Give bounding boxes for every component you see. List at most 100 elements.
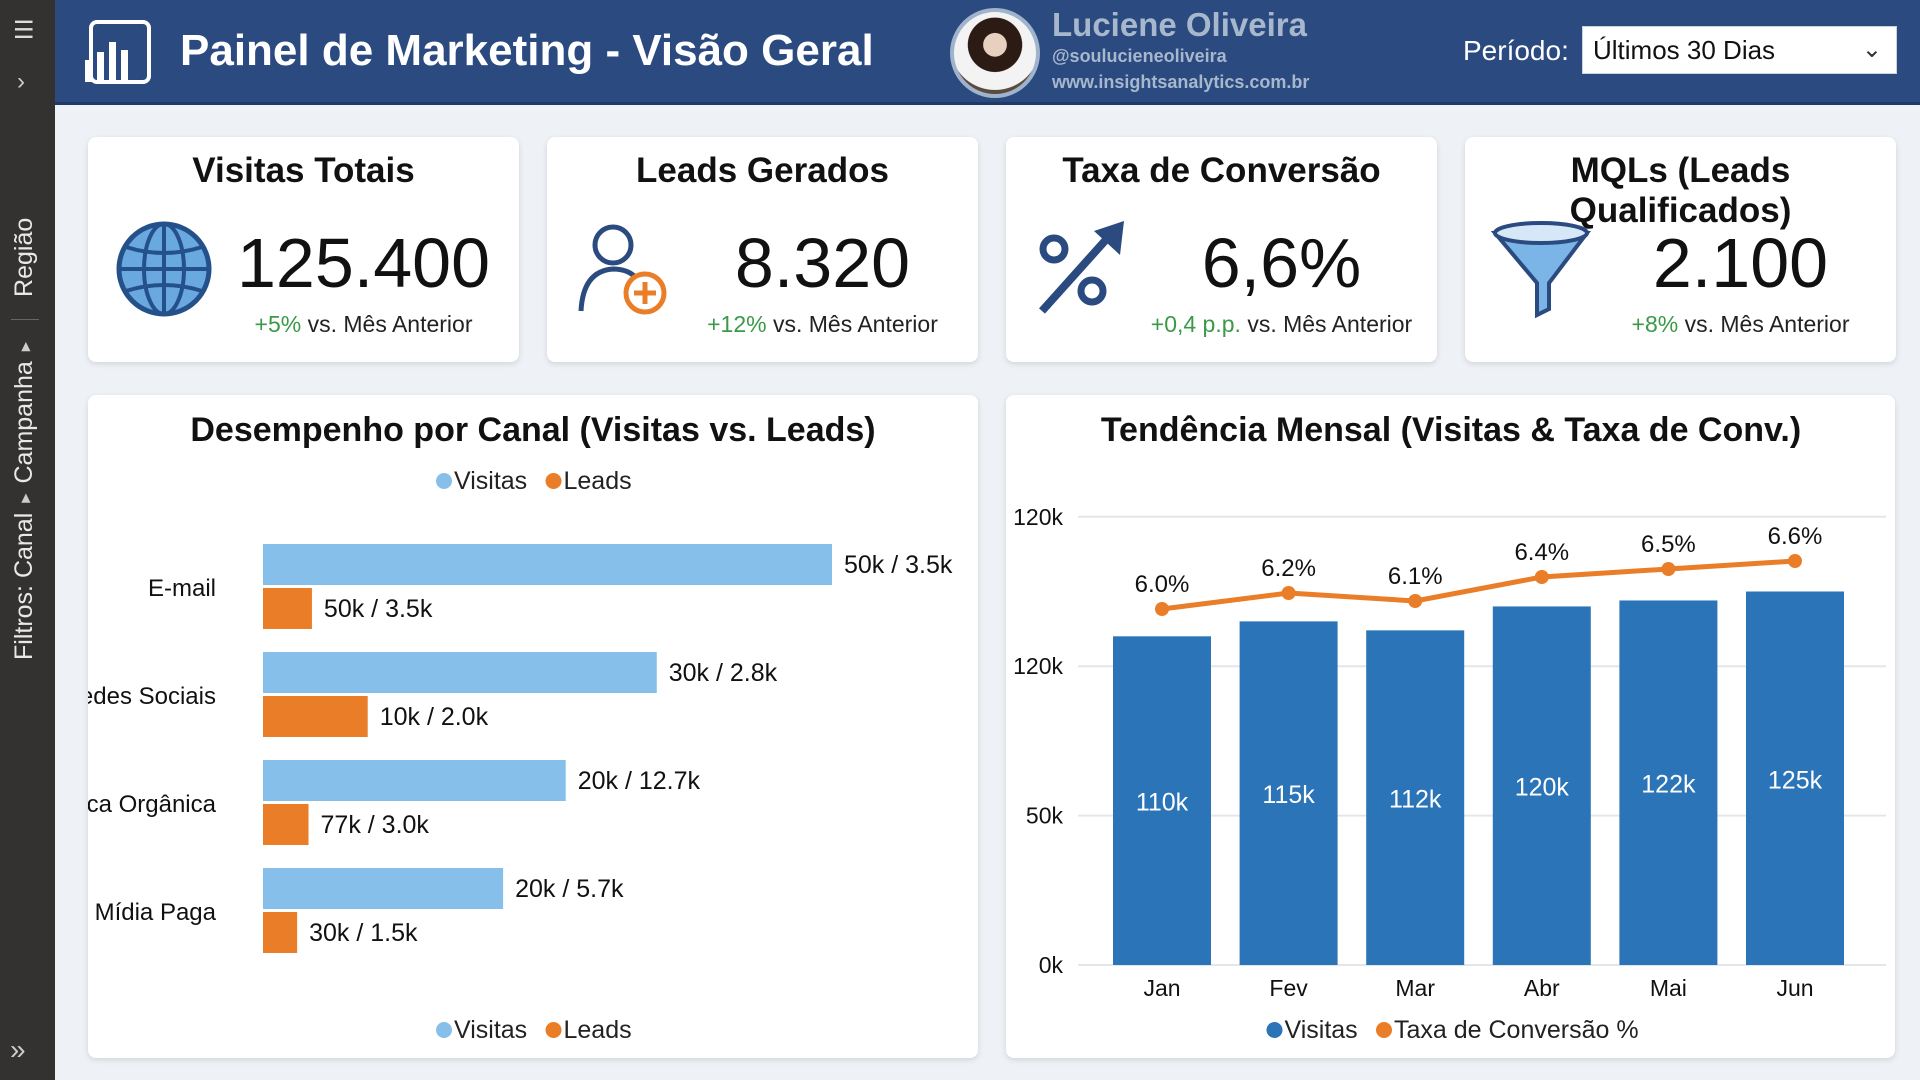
kpi-delta: +0,4 p.p. vs. Mês Anterior xyxy=(1126,311,1437,338)
period-value: Últimos 30 Dias xyxy=(1593,34,1776,65)
bar-value-label: 120k xyxy=(1515,774,1570,802)
bar-label: 77k / 3.0k xyxy=(321,811,430,839)
bar-visitas xyxy=(1113,636,1211,965)
bar-visitas xyxy=(263,760,566,801)
user-name: Luciene Oliveira xyxy=(1052,6,1307,43)
bar-leads xyxy=(263,912,298,953)
caret-icon[interactable]: ▶ xyxy=(17,493,32,503)
kpi-delta: +12% vs. Mês Anterior xyxy=(667,311,978,338)
funnel-icon xyxy=(1491,221,1591,319)
bar-label: 30k / 2.8k xyxy=(669,659,778,687)
bar-value-label: 110k xyxy=(1136,789,1189,817)
legend-marker xyxy=(545,473,562,489)
bar-label: 20k / 12.7k xyxy=(578,767,701,795)
bar-visitas xyxy=(1619,600,1718,965)
delta-value: +12% xyxy=(707,311,767,337)
conversion-label: 6.6% xyxy=(1768,523,1823,550)
conversion-label: 6.0% xyxy=(1135,571,1190,598)
legend-label: Visitas xyxy=(454,467,527,495)
bar-label: 50k / 3.5k xyxy=(324,595,433,623)
bar-leads xyxy=(263,588,312,629)
legend-marker xyxy=(1266,1022,1283,1038)
chart-title: Tendência Mensal (Visitas & Taxa de Conv… xyxy=(1101,411,1801,449)
bar-value-label: 115k xyxy=(1262,781,1315,809)
bar-value-label: 125k xyxy=(1768,766,1823,794)
kpi-value: 6,6% xyxy=(1201,224,1362,302)
kpi-card-conversao: Taxa de Conversão 6,6% +0,4 p.p. vs. Mês… xyxy=(1006,137,1437,362)
x-tick-label: Jun xyxy=(1776,975,1813,1001)
delta-suffix: vs. Mês Anterior xyxy=(301,311,473,337)
kpi-card-mqls: MQLs (Leads Qualificados) 2.100 +8% vs. … xyxy=(1465,137,1896,362)
kpi-delta: +5% vs. Mês Anterior xyxy=(208,311,519,338)
bar-visitas xyxy=(1366,630,1465,965)
kpi-delta: +8% vs. Mês Anterior xyxy=(1585,311,1896,338)
bar-label: 50k / 3.5k xyxy=(844,551,953,579)
legend-marker xyxy=(436,473,452,489)
page-title: Painel de Marketing - Visão Geral xyxy=(180,26,874,75)
period-select[interactable]: Últimos 30 Dias ⌄ xyxy=(1582,26,1897,74)
chevron-right-icon[interactable]: › xyxy=(17,68,25,95)
category-label: Redes Sociais xyxy=(88,683,216,710)
conversion-line xyxy=(1161,558,1796,612)
category-label: E-mail xyxy=(148,575,216,602)
globe-icon xyxy=(116,221,212,317)
bar-visitas xyxy=(263,544,832,585)
bar-leads xyxy=(263,804,309,845)
kpi-card-visitas: Visitas Totais 125.400 +5% vs. Mês Anter… xyxy=(88,137,519,362)
filter-canal[interactable]: Filtros: Canal xyxy=(10,512,38,660)
caret-icon[interactable]: ▶ xyxy=(17,341,32,352)
bar-value-label: 112k xyxy=(1389,786,1442,814)
delta-value: +0,4 p.p. xyxy=(1150,311,1241,337)
header: Painel de Marketing - Visão Geral Lucien… xyxy=(55,0,1920,105)
category-label: Busca Orgânica xyxy=(88,791,217,818)
kpi-value: 2.100 xyxy=(1652,224,1829,302)
conversion-point xyxy=(1408,594,1423,608)
delta-value: +5% xyxy=(254,311,302,337)
bar-value-label: 122k xyxy=(1641,771,1696,799)
conversion-point xyxy=(1788,554,1802,568)
x-tick-label: Jan xyxy=(1143,975,1180,1001)
y-tick-label: 120k xyxy=(1013,653,1063,679)
channel-performance-panel: Desempenho por Canal (Visitas vs. Leads)… xyxy=(88,395,978,1058)
double-chevron-right-icon[interactable]: » xyxy=(10,1034,26,1065)
delta-value: +8% xyxy=(1631,311,1679,337)
divider xyxy=(10,318,39,320)
legend-marker xyxy=(1376,1022,1392,1038)
x-tick-label: Mar xyxy=(1395,975,1435,1001)
delta-suffix: vs. Mês Anterior xyxy=(1240,311,1413,337)
category-label: Mídia Paga xyxy=(95,899,217,926)
y-tick-label: 50k xyxy=(1026,803,1064,829)
kpi-card-leads: Leads Gerados 8.320 +12% vs. Mês Anterio… xyxy=(547,137,978,362)
chevron-down-icon: ⌄ xyxy=(1861,36,1882,63)
kpi-title: Taxa de Conversão xyxy=(1062,151,1381,190)
x-tick-label: Fev xyxy=(1269,975,1308,1001)
filter-sidebar: ☰ › Filtros: Canal ▶ Campanha ▶ Região » xyxy=(0,0,55,1080)
kpi-value: 8.320 xyxy=(734,224,911,302)
y-tick-label: 120k xyxy=(1013,504,1063,530)
legend-label: Visitas xyxy=(1285,1016,1358,1044)
bar-chart-logo-icon xyxy=(85,20,151,84)
chart-title: Desempenho por Canal (Visitas vs. Leads) xyxy=(190,411,875,449)
add-user-icon xyxy=(578,224,667,315)
legend-label: Leads xyxy=(564,1016,632,1044)
conversion-point xyxy=(1155,602,1169,616)
filters-bar: Filtros: Canal ▶ Campanha ▶ Região xyxy=(10,218,39,660)
bar-leads xyxy=(263,696,368,737)
conversion-point xyxy=(1281,586,1296,600)
legend-marker xyxy=(436,1022,452,1038)
conversion-label: 6.4% xyxy=(1514,539,1569,566)
legend-label: Leads xyxy=(564,467,632,495)
x-tick-label: Abr xyxy=(1524,975,1560,1001)
filter-regiao[interactable]: Região xyxy=(10,217,38,297)
hamburger-icon[interactable]: ☰ xyxy=(13,17,35,44)
bar-visitas xyxy=(263,868,504,909)
kpi-title: MQLs (Leads Qualificados) xyxy=(1569,151,1792,230)
channel-bar-chart: Desempenho por Canal (Visitas vs. Leads)… xyxy=(88,411,953,1044)
filter-campanha[interactable]: Campanha xyxy=(10,361,38,484)
kpi-title: Leads Gerados xyxy=(636,151,889,190)
conversion-label: 6.5% xyxy=(1641,531,1696,558)
monthly-trend-panel: Tendência Mensal (Visitas & Taxa de Conv… xyxy=(1006,395,1895,1058)
conversion-point xyxy=(1534,570,1549,584)
conversion-point xyxy=(1661,562,1676,576)
period-label: Período: xyxy=(1463,35,1569,66)
